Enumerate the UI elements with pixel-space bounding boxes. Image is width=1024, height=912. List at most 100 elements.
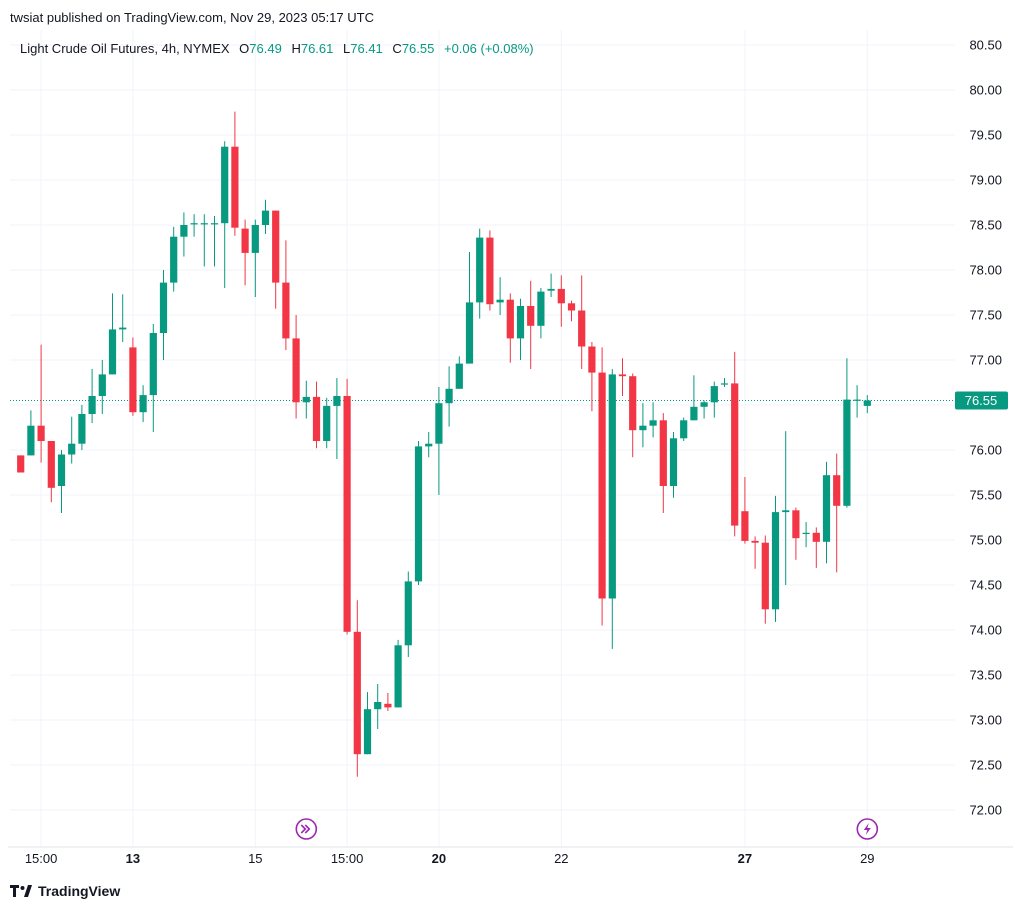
candle[interactable]: [353, 600, 361, 777]
candle[interactable]: [516, 298, 525, 360]
candle[interactable]: [261, 199, 270, 234]
candle[interactable]: [323, 397, 331, 449]
candle[interactable]: [17, 455, 25, 473]
candle[interactable]: [343, 378, 351, 635]
candle[interactable]: [537, 288, 545, 339]
candle[interactable]: [47, 441, 55, 503]
candle[interactable]: [302, 380, 310, 419]
candle[interactable]: [608, 369, 616, 649]
candle[interactable]: [108, 293, 117, 375]
candle[interactable]: [476, 228, 484, 319]
candle-body: [659, 420, 667, 486]
candle[interactable]: [782, 431, 790, 585]
candle[interactable]: [720, 378, 729, 387]
candle-body: [221, 146, 229, 224]
candle[interactable]: [486, 230, 494, 311]
candle[interactable]: [802, 522, 810, 548]
candle-body: [731, 383, 739, 526]
candle[interactable]: [170, 226, 178, 292]
candle[interactable]: [588, 342, 596, 412]
candle[interactable]: [669, 432, 678, 498]
candle[interactable]: [557, 275, 565, 327]
candle[interactable]: [465, 252, 474, 364]
candle[interactable]: [863, 395, 871, 414]
candle[interactable]: [231, 111, 239, 236]
candle[interactable]: [649, 402, 657, 438]
candle-body: [394, 645, 402, 708]
candle[interactable]: [88, 369, 96, 423]
candle[interactable]: [312, 381, 321, 449]
candle[interactable]: [618, 358, 627, 396]
candle[interactable]: [445, 366, 453, 427]
candle[interactable]: [374, 684, 382, 729]
candle[interactable]: [710, 381, 718, 418]
candle[interactable]: [425, 432, 433, 458]
candle[interactable]: [506, 293, 514, 363]
candle-body: [323, 405, 331, 441]
time-tick-label: 29: [860, 851, 874, 866]
candle[interactable]: [700, 400, 708, 419]
candle[interactable]: [363, 692, 372, 755]
candle[interactable]: [221, 141, 229, 288]
candle[interactable]: [659, 413, 667, 513]
candle[interactable]: [57, 450, 66, 513]
candle[interactable]: [680, 417, 688, 441]
candle[interactable]: [455, 356, 463, 389]
candle[interactable]: [190, 214, 198, 237]
candle[interactable]: [578, 275, 586, 369]
candle[interactable]: [98, 360, 106, 414]
candle[interactable]: [180, 212, 188, 257]
candle[interactable]: [792, 507, 800, 560]
candle[interactable]: [119, 294, 127, 342]
candle[interactable]: [598, 347, 606, 626]
candle[interactable]: [812, 527, 820, 568]
candle[interactable]: [333, 378, 341, 459]
candle[interactable]: [149, 324, 157, 432]
price-tick-label: 80.00: [969, 83, 1002, 98]
candle-body: [190, 223, 198, 225]
candle[interactable]: [68, 416, 76, 464]
candle-body: [618, 374, 627, 377]
lightning-circle-icon[interactable]: [856, 818, 879, 840]
candle[interactable]: [241, 219, 249, 286]
candle[interactable]: [78, 405, 86, 450]
candle[interactable]: [404, 571, 412, 658]
candle[interactable]: [843, 358, 851, 508]
candle[interactable]: [37, 344, 45, 463]
candle[interactable]: [853, 385, 861, 418]
candle[interactable]: [384, 693, 392, 711]
candle[interactable]: [27, 410, 35, 456]
candle[interactable]: [394, 639, 402, 708]
candle[interactable]: [833, 453, 841, 573]
candle[interactable]: [292, 315, 300, 419]
candle-body: [108, 329, 117, 375]
tradingview-brand[interactable]: TradingView: [38, 883, 121, 899]
candle[interactable]: [527, 280, 535, 369]
candle[interactable]: [822, 461, 831, 564]
candle[interactable]: [761, 535, 769, 624]
candle[interactable]: [771, 495, 780, 622]
candle[interactable]: [639, 403, 647, 448]
candle[interactable]: [251, 219, 259, 297]
candle[interactable]: [731, 351, 739, 537]
candle[interactable]: [210, 216, 219, 267]
candle[interactable]: [200, 214, 208, 267]
candle[interactable]: [139, 385, 147, 423]
candle[interactable]: [435, 387, 443, 495]
candle[interactable]: [629, 373, 637, 458]
candle[interactable]: [741, 477, 749, 544]
tradingview-logo-icon: [10, 885, 32, 897]
candle[interactable]: [272, 210, 280, 309]
candle-body: [139, 395, 147, 413]
candle[interactable]: [282, 240, 290, 351]
candle[interactable]: [547, 273, 555, 297]
candle[interactable]: [159, 270, 168, 360]
candle[interactable]: [751, 536, 759, 569]
candle[interactable]: [567, 300, 576, 322]
candle[interactable]: [129, 337, 137, 416]
candle[interactable]: [414, 441, 423, 585]
candle[interactable]: [690, 375, 698, 421]
chevrons-right-circle-icon[interactable]: [295, 818, 318, 840]
candle[interactable]: [496, 277, 504, 315]
